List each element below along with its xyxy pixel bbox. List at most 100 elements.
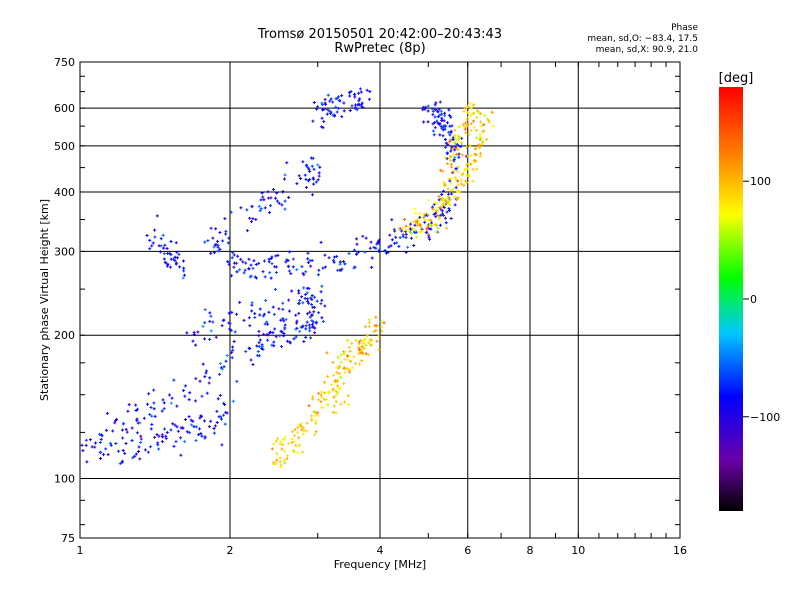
echo-point-O <box>315 107 319 111</box>
echo-point-X <box>451 170 455 174</box>
echo-point-X <box>339 360 343 364</box>
echo-point-O <box>350 104 354 108</box>
echo-point-X <box>279 465 283 469</box>
chart-title: Tromsø 20150501 20:42:00–20:43:43 <box>257 27 503 42</box>
echo-point-O <box>302 339 306 343</box>
echo-point-X <box>342 366 346 370</box>
echo-point-O <box>359 90 363 94</box>
echo-point-O <box>304 270 308 274</box>
echo-point-O <box>434 211 438 215</box>
echo-point-O <box>111 429 115 433</box>
echo-point-O <box>219 417 223 421</box>
echo-point-X <box>337 371 341 375</box>
echo-point-O <box>404 236 408 240</box>
echo-point-O <box>257 261 261 265</box>
echo-point-O <box>440 116 444 120</box>
echo-point-O <box>153 435 157 439</box>
echo-point-X <box>457 137 461 141</box>
echo-point-X <box>463 106 467 110</box>
echo-point-O <box>445 152 449 156</box>
echo-point-O <box>198 416 202 420</box>
echo-point-X <box>343 371 347 375</box>
echo-point-X <box>377 348 381 352</box>
echo-point-X <box>278 460 282 464</box>
echo-point-X <box>471 167 475 171</box>
echo-point-O <box>120 428 124 432</box>
echo-point-O <box>394 235 398 239</box>
echo-point-O <box>409 222 413 226</box>
echo-point-O <box>113 421 117 425</box>
echo-point-O <box>223 422 227 426</box>
echo-point-O <box>258 338 262 342</box>
echo-point-X <box>485 138 489 142</box>
echo-point-X <box>346 339 350 343</box>
echo-point-O <box>273 287 277 291</box>
echo-point-O <box>105 411 109 415</box>
echo-point-O <box>148 412 152 416</box>
echo-point-O <box>247 316 251 320</box>
echo-point-O <box>126 409 130 413</box>
echo-point-O <box>310 294 314 298</box>
echo-point-O <box>342 259 346 263</box>
echo-point-X <box>436 209 440 213</box>
echo-point-O <box>302 273 306 277</box>
echo-point-O <box>431 113 435 117</box>
echo-point-O <box>347 91 351 95</box>
echo-point-X <box>455 152 459 156</box>
echo-point-X <box>465 118 469 122</box>
echo-point-X <box>472 158 476 162</box>
echo-point-O <box>203 240 207 244</box>
echo-point-O <box>327 109 331 113</box>
echo-point-X <box>325 351 329 355</box>
echo-point-O <box>364 236 368 240</box>
echo-point-O <box>176 429 180 433</box>
echo-point-O <box>99 451 103 455</box>
echo-point-X <box>422 213 426 217</box>
echo-point-O <box>272 312 276 316</box>
echo-point-O <box>390 218 394 222</box>
echo-point-X <box>296 425 300 429</box>
echo-point-X <box>302 428 306 432</box>
echo-point-O <box>81 449 85 453</box>
echo-point-X <box>414 219 418 223</box>
echo-point-O <box>194 343 198 347</box>
echo-point-O <box>166 262 170 266</box>
echo-point-O <box>375 242 379 246</box>
echo-point-X <box>478 146 482 150</box>
echo-point-O <box>311 305 315 309</box>
echo-point-X <box>339 353 343 357</box>
echo-point-O <box>174 262 178 266</box>
echo-point-O <box>425 230 429 234</box>
echo-point-O <box>333 113 337 117</box>
echo-point-O <box>269 256 273 260</box>
echo-point-O <box>203 321 207 325</box>
echo-point-O <box>245 229 249 233</box>
echo-point-O <box>316 105 320 109</box>
echo-point-O <box>326 93 330 97</box>
echo-point-X <box>475 116 479 120</box>
echo-point-O <box>317 268 321 272</box>
echo-point-O <box>139 441 143 445</box>
echo-point-O <box>454 166 458 170</box>
echo-point-O <box>149 427 153 431</box>
echo-point-X <box>272 442 276 446</box>
echo-point-X <box>361 342 365 346</box>
echo-point-O <box>335 110 339 114</box>
echo-point-O <box>444 145 448 149</box>
echo-point-O <box>453 155 457 159</box>
echo-point-O <box>348 94 352 98</box>
echo-point-O <box>359 103 363 107</box>
echo-point-O <box>257 334 261 338</box>
echo-point-O <box>212 251 216 255</box>
echo-point-O <box>388 233 392 237</box>
echo-point-O <box>192 425 196 429</box>
echo-point-O <box>157 434 161 438</box>
echo-point-O <box>162 257 166 261</box>
echo-point-O <box>306 251 310 255</box>
echo-point-O <box>161 233 165 237</box>
echo-point-O <box>173 255 177 259</box>
echo-point-O <box>261 314 265 318</box>
echo-point-O <box>99 457 103 461</box>
echo-point-X <box>350 366 354 370</box>
echo-point-O <box>204 371 208 375</box>
